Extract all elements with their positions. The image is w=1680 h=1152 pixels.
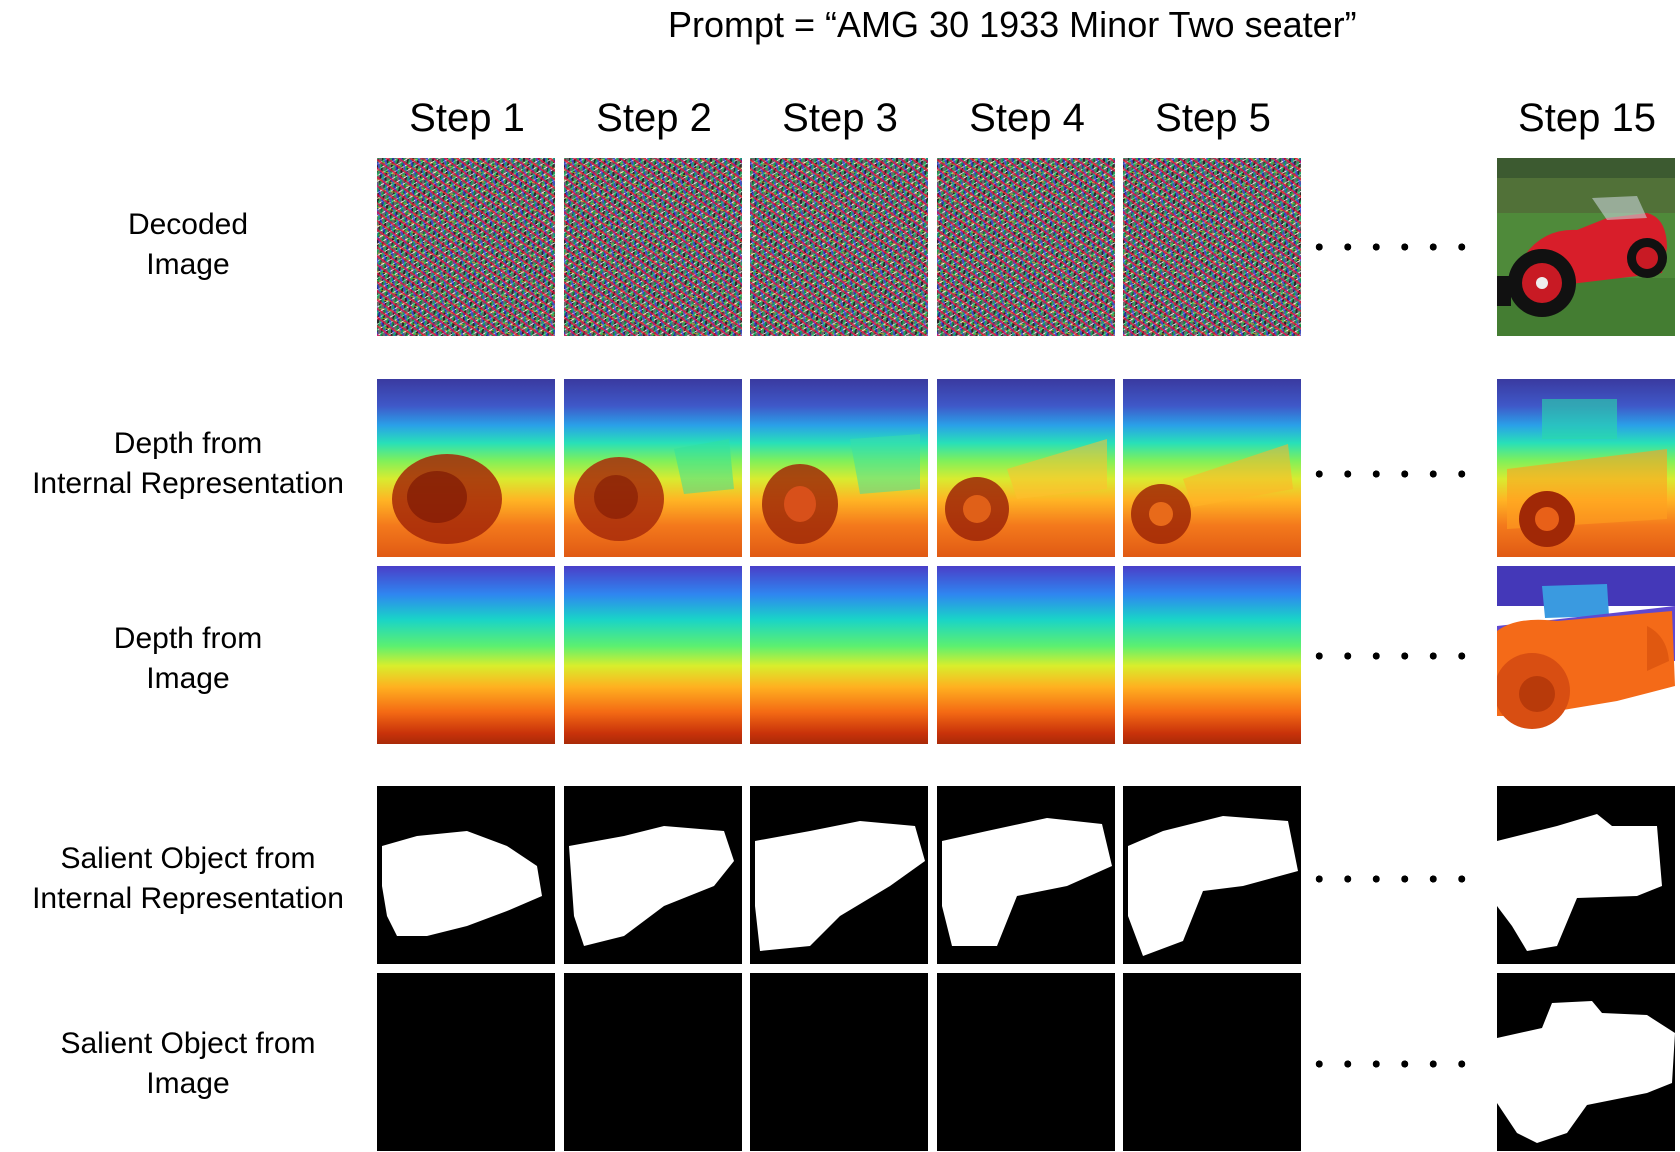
row-label-line2: Image	[146, 248, 230, 281]
depth-internal-step-15	[1497, 379, 1675, 557]
row-label-line1: Decoded	[127, 208, 249, 241]
row-label-depth-internal: Depth from Internal Representation	[0, 424, 376, 504]
salient-mask	[1497, 1001, 1675, 1143]
decoded-noise-step-1	[377, 158, 555, 336]
ellipsis-row-4	[1305, 875, 1475, 883]
salient-internal-step-4	[937, 786, 1115, 964]
salient-internal-step-5	[1123, 786, 1301, 964]
salient-internal-step-15	[1497, 786, 1675, 964]
salient-image-step-5	[1123, 973, 1301, 1151]
row-label-line2: Internal Representation	[32, 467, 344, 500]
ellipsis-row-3	[1305, 652, 1475, 660]
salient-internal-step-1	[377, 786, 555, 964]
depth-internal-step-3	[750, 379, 928, 557]
row-label-line1: Depth from	[113, 622, 263, 655]
decoded-noise-step-5	[1123, 158, 1301, 336]
column-header-step-1: Step 1	[409, 96, 525, 140]
depth-blob	[392, 454, 502, 544]
salient-image-step-3	[750, 973, 928, 1151]
ellipsis-row-5	[1305, 1060, 1475, 1068]
column-header-step-2: Step 2	[596, 96, 712, 140]
row-label-salient-image: Salient Object from Image	[0, 1024, 376, 1104]
column-header-step-5: Step 5	[1155, 96, 1271, 140]
decoded-noise-step-3	[750, 158, 928, 336]
salient-mask	[382, 831, 542, 936]
depth-image-step-2	[564, 566, 742, 744]
salient-mask	[1497, 814, 1662, 951]
depth-image-step-4	[937, 566, 1115, 744]
depth-internal-step-2	[564, 379, 742, 557]
depth-blob	[762, 434, 920, 544]
decoded-noise-step-2	[564, 158, 742, 336]
salient-mask	[1128, 816, 1298, 956]
salient-image-step-1	[377, 973, 555, 1151]
depth-image-step-1	[377, 566, 555, 744]
row-label-line2: Internal Representation	[32, 882, 344, 915]
ellipsis-row-2	[1305, 470, 1475, 478]
depth-internal-step-5	[1123, 379, 1301, 557]
decoded-car-photo-step-15	[1497, 158, 1675, 336]
car-photo	[1497, 158, 1675, 336]
row-label-decoded-image: Decoded Image	[0, 205, 376, 285]
salient-mask	[942, 818, 1112, 946]
salient-image-step-15	[1497, 973, 1675, 1151]
row-label-line1: Depth from	[113, 427, 263, 460]
depth-image-step-5	[1123, 566, 1301, 744]
row-label-line1: Salient Object from	[60, 842, 316, 875]
row-label-salient-internal: Salient Object from Internal Representat…	[0, 839, 376, 919]
column-header-step-15: Step 15	[1518, 96, 1656, 140]
row-label-line1: Salient Object from	[60, 1027, 316, 1060]
salient-internal-step-3	[750, 786, 928, 964]
depth-car	[1497, 566, 1675, 744]
depth-blob	[1131, 444, 1293, 544]
row-label-line2: Image	[146, 662, 230, 695]
row-label-line2: Image	[146, 1067, 230, 1100]
column-header-step-3: Step 3	[782, 96, 898, 140]
depth-internal-step-1	[377, 379, 555, 557]
depth-internal-step-4	[937, 379, 1115, 557]
column-header-step-4: Step 4	[969, 96, 1085, 140]
depth-image-step-15	[1497, 566, 1675, 744]
depth-blob	[574, 439, 734, 541]
decoded-noise-step-4	[937, 158, 1115, 336]
ellipsis-row-1	[1305, 243, 1475, 251]
salient-mask	[569, 826, 734, 946]
depth-image-step-3	[750, 566, 928, 744]
depth-car	[1507, 399, 1667, 547]
depth-blob	[945, 439, 1107, 541]
salient-internal-step-2	[564, 786, 742, 964]
prompt-title: Prompt = “AMG 30 1933 Minor Two seater”	[668, 4, 1357, 45]
salient-image-step-2	[564, 973, 742, 1151]
row-label-depth-image: Depth from Image	[0, 619, 376, 699]
salient-image-step-4	[937, 973, 1115, 1151]
salient-mask	[755, 821, 925, 951]
